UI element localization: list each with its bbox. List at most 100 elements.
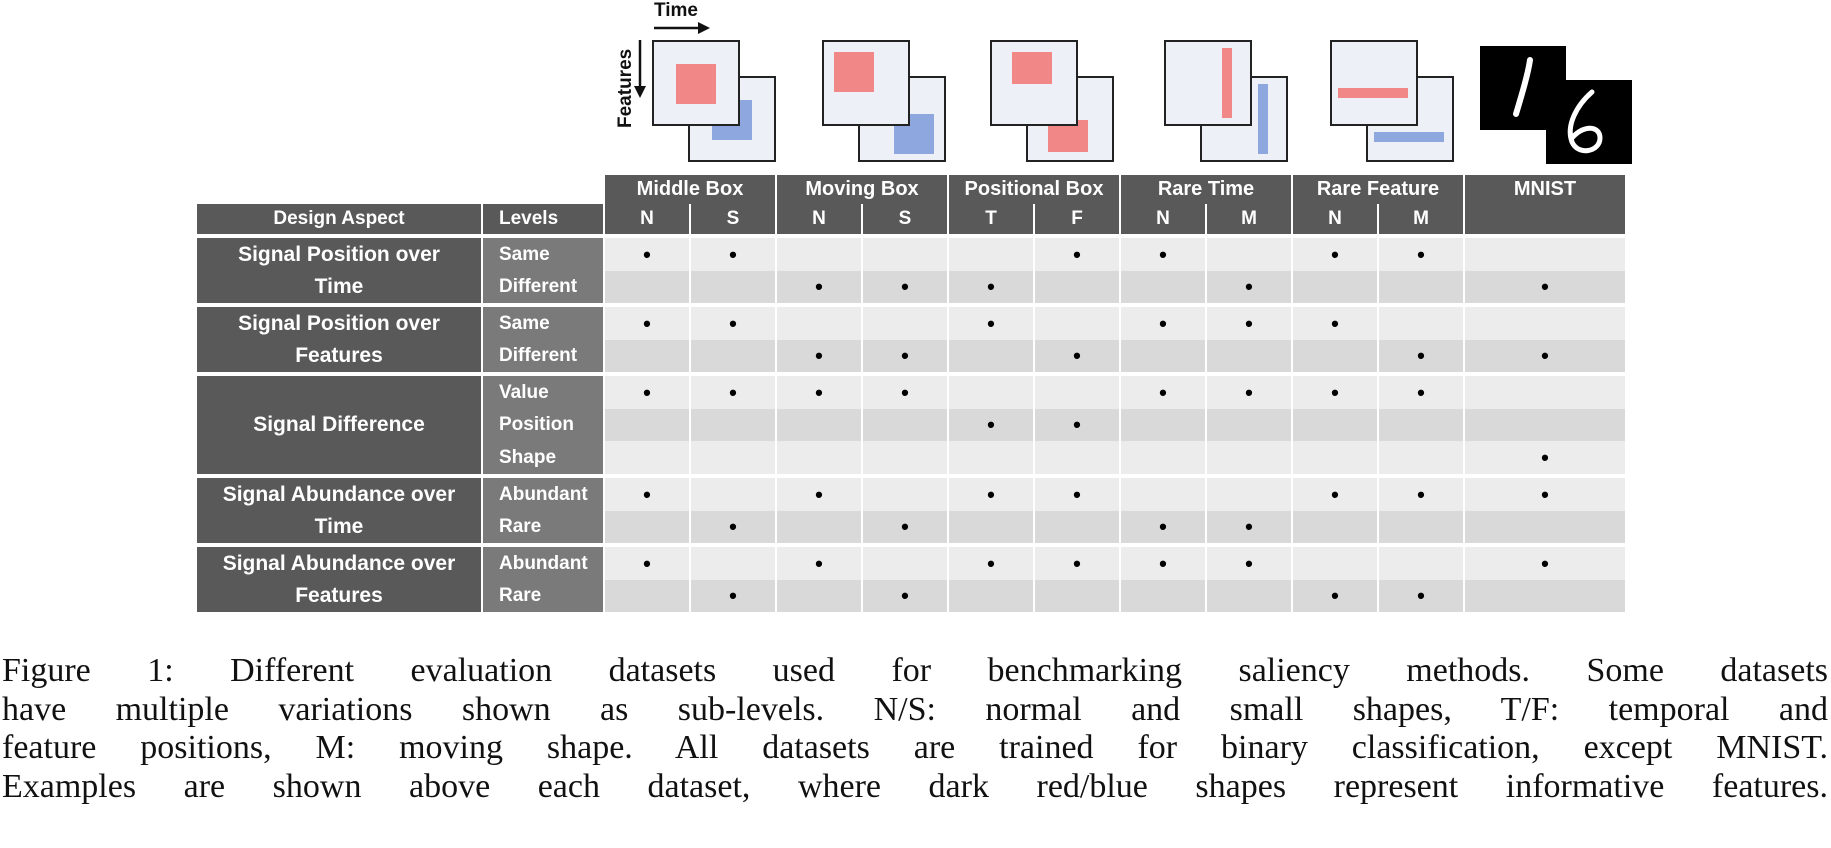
empty-cell: [1465, 307, 1625, 340]
empty-cell: [949, 238, 1033, 271]
table-row: Different • • • • •: [197, 340, 1625, 372]
sublevel-header: N: [605, 204, 689, 234]
empty-cell: [949, 340, 1033, 372]
empty-cell: [949, 376, 1033, 409]
mark-dot: •: [605, 238, 689, 271]
sublevel-header: N: [1293, 204, 1377, 234]
mark-dot: •: [949, 271, 1033, 303]
mark-dot: •: [1035, 409, 1119, 441]
mark-dot: •: [1207, 547, 1291, 580]
sublevel-header: N: [1121, 204, 1205, 234]
empty-cell: [605, 441, 689, 474]
mark-dot: •: [863, 271, 947, 303]
mark-dot: •: [863, 511, 947, 543]
sublevel-header: N: [777, 204, 861, 234]
table-row: Signal Abundance over Features Abundant • •…: [197, 547, 1625, 612]
empty-cell: [777, 441, 861, 474]
mark-dot: •: [1121, 511, 1205, 543]
empty-cell: [1035, 441, 1119, 474]
rare-feature-front-panel: [1330, 40, 1418, 126]
empty-cell: [1465, 238, 1625, 271]
mark-dot: •: [1207, 271, 1291, 303]
level-different: Different: [483, 340, 603, 372]
mark-dot: •: [1121, 307, 1205, 340]
level-value: Value: [483, 376, 603, 409]
empty-cell: [1293, 340, 1377, 372]
empty-cell: [1465, 376, 1625, 409]
empty-cell: [863, 441, 947, 474]
mark-dot: •: [1465, 271, 1625, 303]
empty-cell: [1207, 238, 1291, 271]
mark-dot: •: [1121, 547, 1205, 580]
empty-cell: [691, 409, 775, 441]
empty-cell: [949, 511, 1033, 543]
sublevel-header: [1465, 204, 1625, 234]
empty-cell: [863, 238, 947, 271]
mark-dot: •: [691, 376, 775, 409]
middle-box-front-panel: [652, 40, 740, 126]
mark-dot: •: [1207, 376, 1291, 409]
mark-dot: •: [949, 478, 1033, 511]
sublevel-header: S: [691, 204, 775, 234]
mark-dot: •: [1379, 478, 1463, 511]
level-position: Position: [483, 409, 603, 441]
table-row: Position • •: [197, 409, 1625, 441]
level-rare: Rare: [483, 511, 603, 543]
table-row: Signal Difference Value • • • • • • • •: [197, 376, 1625, 474]
mark-dot: •: [1465, 547, 1625, 580]
empty-cell: [777, 511, 861, 543]
sublevel-header: T: [949, 204, 1033, 234]
features-arrow-icon: [634, 40, 646, 98]
mark-dot: •: [691, 580, 775, 612]
dataset-header-middle-box: Middle Box: [605, 175, 775, 204]
mark-dot: •: [1465, 340, 1625, 372]
empty-cell: [691, 478, 775, 511]
empty-cell: [691, 441, 775, 474]
mark-dot: •: [605, 376, 689, 409]
level-rare: Rare: [483, 580, 603, 612]
empty-cell: [1379, 307, 1463, 340]
mark-dot: •: [691, 307, 775, 340]
empty-cell: [1207, 478, 1291, 511]
table-row: Signal Position over Features Same • • • • • •: [197, 307, 1625, 372]
empty-cell: [777, 307, 861, 340]
empty-cell: [1207, 580, 1291, 612]
empty-cell: [1207, 340, 1291, 372]
mark-dot: •: [1379, 340, 1463, 372]
mark-dot: •: [949, 547, 1033, 580]
empty-cell: [1207, 409, 1291, 441]
table-row: Rare • • • •: [197, 511, 1625, 543]
empty-cell: [777, 238, 861, 271]
empty-cell: [777, 409, 861, 441]
mark-dot: •: [1035, 478, 1119, 511]
mark-dot: •: [863, 376, 947, 409]
empty-cell: [863, 547, 947, 580]
empty-cell: [691, 547, 775, 580]
mark-dot: •: [1465, 441, 1625, 474]
mark-dot: •: [1121, 238, 1205, 271]
table-row: Shape •: [197, 441, 1625, 474]
mark-dot: •: [777, 376, 861, 409]
level-same: Same: [483, 238, 603, 271]
empty-cell: [863, 307, 947, 340]
sublevel-header: F: [1035, 204, 1119, 234]
mark-dot: •: [777, 340, 861, 372]
empty-cell: [605, 511, 689, 543]
mark-dot: •: [1379, 238, 1463, 271]
mark-dot: •: [1293, 238, 1377, 271]
level-different: Different: [483, 271, 603, 303]
empty-cell: [1121, 409, 1205, 441]
empty-cell: [1121, 271, 1205, 303]
aspect-signal-abundance-over-features: Signal Abundance over Features: [197, 547, 481, 612]
mark-dot: •: [605, 307, 689, 340]
empty-cell: [1379, 271, 1463, 303]
aspect-signal-difference: Signal Difference: [197, 376, 481, 474]
sublevel-header: M: [1379, 204, 1463, 234]
mark-dot: •: [1035, 547, 1119, 580]
empty-cell: [1379, 409, 1463, 441]
mark-dot: •: [1207, 307, 1291, 340]
time-arrow-icon: [654, 22, 710, 34]
empty-cell: [1465, 511, 1625, 543]
empty-cell: [863, 409, 947, 441]
empty-cell: [1121, 580, 1205, 612]
